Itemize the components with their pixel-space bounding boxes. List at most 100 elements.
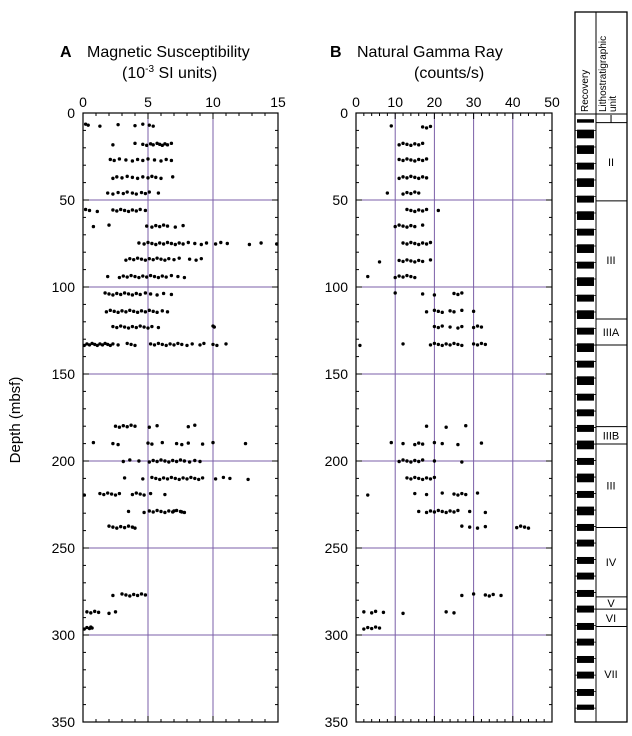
data-point — [413, 275, 417, 280]
data-point — [173, 225, 177, 229]
data-point — [176, 341, 180, 346]
data-point — [172, 257, 176, 262]
data-point — [134, 291, 138, 296]
recovery-bars — [575, 113, 596, 710]
data-point — [132, 309, 136, 314]
recovery-core — [577, 310, 594, 319]
data-point — [471, 342, 476, 346]
data-point — [113, 424, 118, 428]
data-point — [142, 325, 146, 329]
data-point — [125, 425, 129, 429]
data-point — [182, 510, 187, 515]
x-tick-label: 10 — [387, 94, 403, 110]
data-point — [444, 342, 448, 346]
data-point — [142, 493, 146, 497]
data-point — [405, 476, 409, 480]
data-point — [420, 209, 425, 213]
data-point — [243, 441, 248, 446]
recovery-core — [577, 409, 594, 417]
data-point — [440, 491, 444, 495]
data-point — [444, 510, 448, 515]
data-point — [428, 124, 433, 129]
data-point — [143, 310, 148, 314]
data-point — [169, 475, 174, 480]
data-point — [128, 256, 132, 261]
data-point — [141, 477, 145, 481]
data-point — [420, 259, 425, 264]
data-point — [130, 324, 135, 329]
data-point — [128, 308, 132, 313]
data-point — [381, 610, 386, 615]
data-point — [122, 291, 127, 295]
data-point — [373, 625, 378, 629]
data-point — [177, 477, 181, 482]
recovery-core — [577, 162, 594, 170]
data-point — [180, 510, 184, 514]
data-point — [134, 491, 138, 495]
data-point — [471, 309, 476, 314]
data-point — [91, 224, 96, 229]
unit-header-line1: Lithostratigraphic — [598, 36, 609, 112]
data-point — [424, 492, 429, 497]
x-tick-label: 20 — [427, 94, 443, 110]
data-point — [106, 191, 110, 195]
data-point — [119, 207, 123, 212]
data-point — [111, 143, 115, 147]
data-point — [420, 223, 425, 227]
data-point — [417, 143, 421, 147]
unit-label: VI — [606, 613, 616, 625]
data-point — [377, 626, 382, 630]
data-point — [85, 342, 89, 346]
data-point — [135, 157, 140, 162]
data-point — [362, 627, 366, 631]
data-point — [432, 459, 437, 463]
data-point — [115, 325, 119, 330]
y-tick-label: 0 — [67, 105, 75, 121]
data-point — [122, 325, 127, 329]
data-point — [417, 258, 421, 263]
data-point — [91, 440, 96, 445]
data-point — [393, 224, 397, 229]
data-point — [147, 425, 151, 429]
data-point — [146, 441, 150, 445]
data-point — [409, 143, 413, 148]
panel-a-subtitle: (10-3 SI units) — [122, 64, 217, 82]
data-point — [409, 158, 413, 162]
data-point — [165, 143, 170, 147]
data-point — [413, 458, 417, 463]
data-point — [116, 190, 120, 195]
data-point — [83, 122, 88, 126]
data-point — [155, 508, 159, 513]
data-point — [138, 207, 142, 212]
recovery-core — [577, 360, 594, 368]
data-point — [464, 492, 468, 497]
data-point — [164, 157, 168, 162]
data-point — [409, 208, 413, 213]
data-point — [417, 476, 421, 481]
recovery-core — [577, 376, 594, 385]
data-point — [401, 259, 405, 264]
data-point — [397, 223, 401, 227]
data-point — [154, 223, 158, 228]
data-point — [121, 191, 126, 196]
data-point — [143, 258, 148, 262]
data-point — [151, 143, 155, 147]
data-point — [111, 593, 115, 598]
data-point — [169, 292, 174, 297]
data-point — [121, 274, 126, 278]
data-point — [134, 192, 138, 196]
data-point — [133, 274, 137, 279]
x-tick-label: 0 — [352, 94, 360, 110]
data-point — [141, 158, 145, 163]
data-point — [167, 460, 171, 464]
data-point — [420, 442, 425, 446]
data-point — [126, 524, 131, 528]
data-point — [174, 508, 179, 513]
data-point — [112, 158, 116, 163]
data-point — [385, 191, 390, 195]
data-point — [120, 176, 124, 180]
data-point — [113, 493, 118, 497]
data-point — [373, 609, 378, 614]
data-point — [156, 275, 161, 280]
data-point — [163, 142, 167, 146]
